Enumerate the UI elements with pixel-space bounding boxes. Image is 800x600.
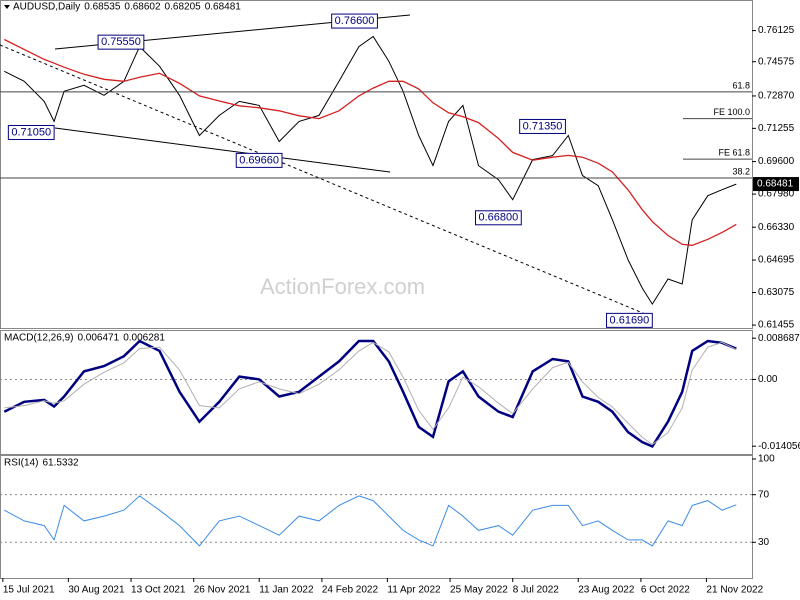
x-tick-label: 30 Aug 2021 [68,585,125,596]
price-label: 0.66800 [479,212,519,224]
y-tick-label: 100 [758,454,775,465]
fib-label: 38.2 [732,166,750,176]
x-tick-label: 21 Nov 2022 [706,585,763,596]
y-tick-label: 30 [758,537,770,548]
x-tick-label: 15 Jul 2021 [3,585,55,596]
price-label: 0.61690 [610,314,650,326]
price-label-box [331,13,378,29]
y-tick-label: 0.74575 [758,56,795,67]
y-tick-label: 70 [758,489,770,500]
y-tick-label: 0.63075 [758,287,795,298]
panel-header: AUDUSD,Daily [13,2,80,13]
menu-arrow [4,5,10,9]
series-line [4,38,737,246]
price-label-box [97,34,145,50]
channel-bottom [54,127,391,173]
fe-label: FE 100.0 [713,107,750,117]
price-label: 0.69660 [239,154,279,166]
x-tick-label: 6 Oct 2022 [641,585,690,596]
x-tick-label: 24 Feb 2022 [322,585,379,596]
x-tick-label: 11 Jan 2022 [259,585,314,596]
panel-header: 0.006471 [77,333,119,344]
panel-header: RSI(14) [4,458,38,469]
fe-label: FE 61.8 [718,148,750,158]
current-price: 0.68481 [757,179,794,190]
panel-header: 0.68535 [84,2,121,13]
panel-header: 0.68205 [165,2,202,13]
y-tick-label: 0.64695 [758,255,795,266]
y-tick-label: -0.014056 [758,441,800,452]
price-label-box [475,210,522,226]
x-tick-label: 23 Aug 2022 [578,585,635,596]
x-tick-label: 26 Nov 2021 [194,585,251,596]
watermark: ActionForex.com [260,274,425,299]
y-tick-label: 0.72870 [758,91,795,102]
y-tick-label: 0.008687 [758,333,800,344]
price-label: 0.71350 [523,120,563,132]
x-tick-label: 13 Oct 2021 [131,585,186,596]
panel-header: 61.5332 [42,458,79,469]
macd-panel [0,330,753,455]
panel-header: 0.68481 [205,2,242,13]
panel-header: MACD(12,26,9) [4,333,73,344]
price-label-box [606,312,653,328]
y-tick-label: 0.66330 [758,222,795,233]
series-line [3,339,737,448]
x-tick-label: 25 May 2022 [450,585,508,596]
price-label: 0.76600 [335,15,375,27]
series-line [4,341,737,446]
price-label-box [235,152,283,168]
y-tick-label: 0.71255 [758,123,795,134]
x-tick-label: 11 Apr 2022 [387,585,441,596]
y-tick-label: 0.61455 [758,320,795,331]
price-label: 0.71050 [11,126,51,138]
panel-header: 0.68602 [124,2,161,13]
price-panel [0,0,753,329]
current-price-box [753,177,799,192]
series-line [4,495,737,547]
y-tick-label: 0.67980 [758,189,795,200]
price-label: 0.75550 [101,36,141,48]
series-line [4,35,737,306]
fib-label: 61.8 [732,80,750,90]
y-tick-label: 0.00 [758,374,778,385]
x-tick-label: 8 Jul 2022 [513,585,560,596]
rsi-panel [0,455,753,579]
price-label-box [7,124,55,140]
y-tick-label: 0.69600 [758,156,795,167]
y-tick-label: 0.76125 [758,25,795,36]
price-label-box [519,118,566,134]
panel-header: 0.006281 [123,333,165,344]
